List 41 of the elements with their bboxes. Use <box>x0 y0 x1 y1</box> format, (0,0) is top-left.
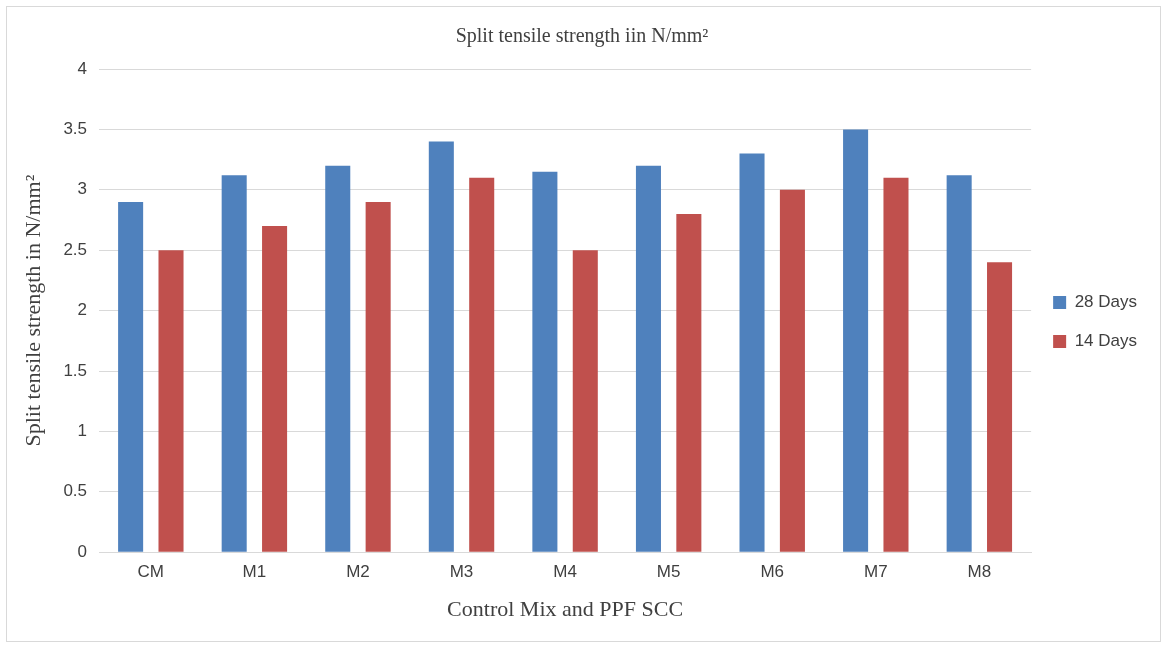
y-tick-label: 0 <box>77 541 88 561</box>
y-tick-label: 1.5 <box>63 360 88 380</box>
bar <box>779 189 805 552</box>
legend-label: 28 Days <box>1074 292 1138 312</box>
y-tick-label: 1 <box>77 421 88 441</box>
x-tick-label: M8 <box>967 562 992 582</box>
bar <box>532 171 558 552</box>
bar <box>946 175 972 552</box>
x-tick-label: M6 <box>760 562 785 582</box>
x-tick-label: M7 <box>863 562 888 582</box>
x-tick-label: M4 <box>553 562 577 582</box>
y-axis-title: Split tensile strength in N/mm² <box>19 174 45 447</box>
x-tick-label: M5 <box>656 562 681 582</box>
legend-label: 14 Days <box>1074 331 1138 351</box>
bar <box>676 213 702 552</box>
y-tick-label: 4 <box>77 58 88 78</box>
bar <box>365 201 391 552</box>
bar <box>158 250 184 552</box>
bar <box>221 175 247 552</box>
bar <box>739 153 765 552</box>
bar <box>635 165 661 552</box>
bar <box>843 129 869 552</box>
x-tick-label: CM <box>137 562 165 582</box>
bar <box>572 250 598 552</box>
x-tick-label: M2 <box>346 562 370 582</box>
chart-title: Split tensile strength iin N/mm² <box>455 24 709 48</box>
y-tick-label: 3.5 <box>63 119 88 139</box>
y-tick-label: 2 <box>77 300 88 320</box>
bar <box>118 201 144 552</box>
bar <box>262 226 288 552</box>
x-tick-label: M3 <box>449 562 474 582</box>
x-axis-title: Control Mix and PPF SCC <box>447 595 684 621</box>
bar <box>883 177 909 552</box>
bar <box>325 165 351 552</box>
x-tick-label: M1 <box>242 562 267 582</box>
bar <box>428 141 454 552</box>
y-tick-label: 2.5 <box>63 239 88 259</box>
bar <box>987 262 1013 552</box>
y-tick-label: 3 <box>77 179 88 199</box>
bar <box>469 177 495 552</box>
y-tick-label: 0.5 <box>63 481 88 501</box>
